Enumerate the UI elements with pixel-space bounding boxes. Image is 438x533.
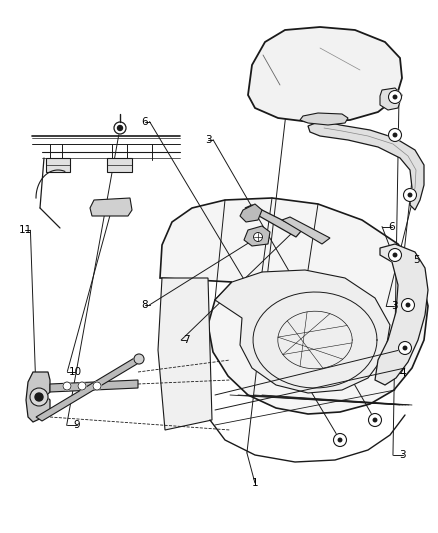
Circle shape xyxy=(30,388,48,406)
Text: 10: 10 xyxy=(69,367,82,376)
Circle shape xyxy=(403,189,417,201)
Circle shape xyxy=(117,125,123,131)
Polygon shape xyxy=(158,278,212,430)
Circle shape xyxy=(134,354,144,364)
Circle shape xyxy=(393,95,397,99)
Circle shape xyxy=(403,346,407,350)
Text: 11: 11 xyxy=(19,225,32,235)
Text: 6: 6 xyxy=(141,117,148,126)
Polygon shape xyxy=(26,372,50,422)
Text: 7: 7 xyxy=(183,335,190,345)
Polygon shape xyxy=(50,380,138,392)
Polygon shape xyxy=(380,88,402,110)
Circle shape xyxy=(402,298,414,311)
Circle shape xyxy=(63,382,71,390)
Polygon shape xyxy=(248,27,402,122)
Polygon shape xyxy=(107,158,132,172)
Circle shape xyxy=(338,438,342,442)
Polygon shape xyxy=(308,122,424,210)
Circle shape xyxy=(393,253,397,257)
Circle shape xyxy=(389,128,402,141)
Text: 3: 3 xyxy=(399,450,406,460)
Polygon shape xyxy=(245,205,302,237)
Polygon shape xyxy=(46,158,70,172)
Circle shape xyxy=(254,232,262,241)
Polygon shape xyxy=(240,204,262,222)
Circle shape xyxy=(389,91,402,103)
Text: 3: 3 xyxy=(205,135,212,144)
Circle shape xyxy=(368,414,381,426)
Polygon shape xyxy=(244,226,270,246)
Circle shape xyxy=(393,133,397,137)
Circle shape xyxy=(78,382,86,390)
Circle shape xyxy=(399,342,411,354)
Polygon shape xyxy=(90,198,132,216)
Text: 4: 4 xyxy=(399,368,406,378)
Circle shape xyxy=(373,418,377,422)
Circle shape xyxy=(389,248,402,262)
Text: 3: 3 xyxy=(391,302,398,311)
Polygon shape xyxy=(375,244,428,385)
Polygon shape xyxy=(215,270,390,393)
Circle shape xyxy=(408,193,412,197)
Polygon shape xyxy=(282,217,330,244)
Circle shape xyxy=(406,303,410,307)
Circle shape xyxy=(333,433,346,447)
Polygon shape xyxy=(160,198,428,414)
Text: 8: 8 xyxy=(141,300,148,310)
Circle shape xyxy=(93,382,101,390)
Polygon shape xyxy=(36,357,142,421)
Text: 1: 1 xyxy=(251,478,258,488)
Text: 9: 9 xyxy=(73,421,80,430)
Circle shape xyxy=(114,122,126,134)
Text: 5: 5 xyxy=(413,255,420,265)
Circle shape xyxy=(35,393,43,401)
Polygon shape xyxy=(300,113,348,125)
Text: 6: 6 xyxy=(389,222,396,231)
